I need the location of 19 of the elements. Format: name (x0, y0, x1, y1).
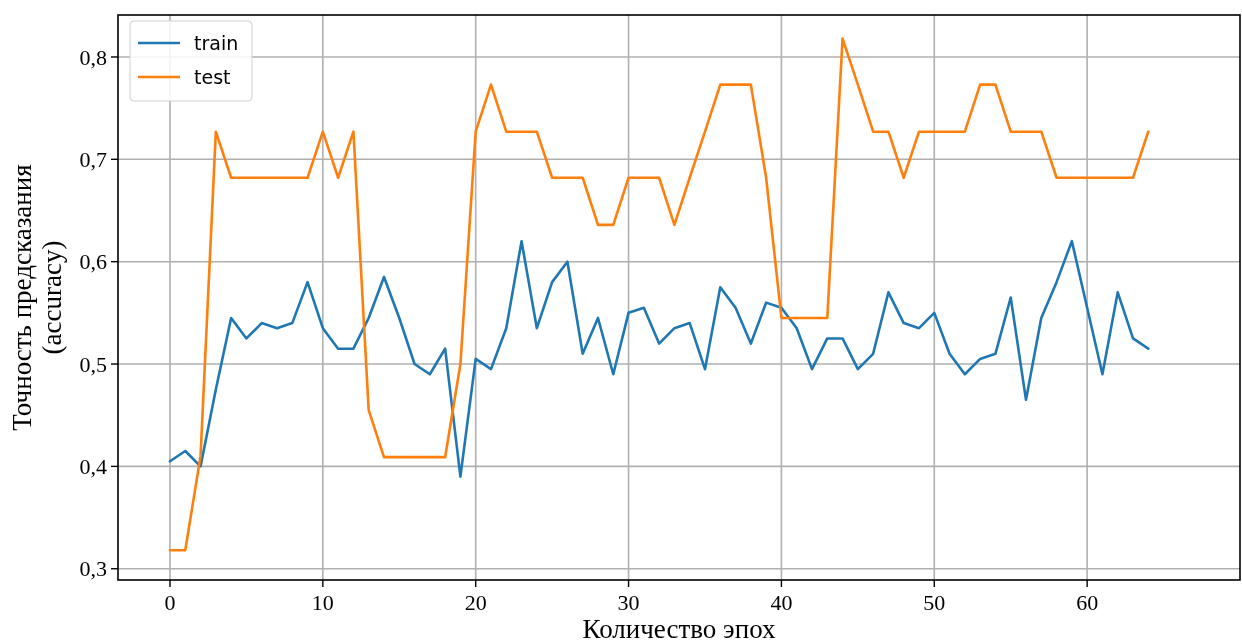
x-tick-label: 20 (464, 590, 487, 615)
x-tick-label: 10 (311, 590, 334, 615)
x-axis-title: Количество эпох (582, 614, 776, 644)
y-tick-label: 0,8 (79, 44, 107, 70)
x-tick-label: 30 (617, 590, 640, 615)
y-tick-label: 0,6 (79, 249, 107, 275)
line-series (168, 37, 1150, 552)
legend-label: test (194, 65, 231, 88)
x-tick-label: 60 (1076, 590, 1099, 615)
x-tick-label: 50 (923, 590, 946, 615)
x-tick-label: 0 (164, 590, 176, 615)
y-axis-title: Точность предсказания (accuracy) (7, 164, 67, 431)
y-tick-label: 0,5 (79, 351, 107, 377)
y-tick-label: 0,7 (79, 147, 107, 173)
y-tick-label: 0,3 (79, 556, 107, 582)
line-series (168, 239, 1150, 478)
y-tick-label: 0,4 (79, 454, 107, 480)
x-tick-label: 40 (770, 590, 793, 615)
legend-label: train (194, 31, 239, 54)
